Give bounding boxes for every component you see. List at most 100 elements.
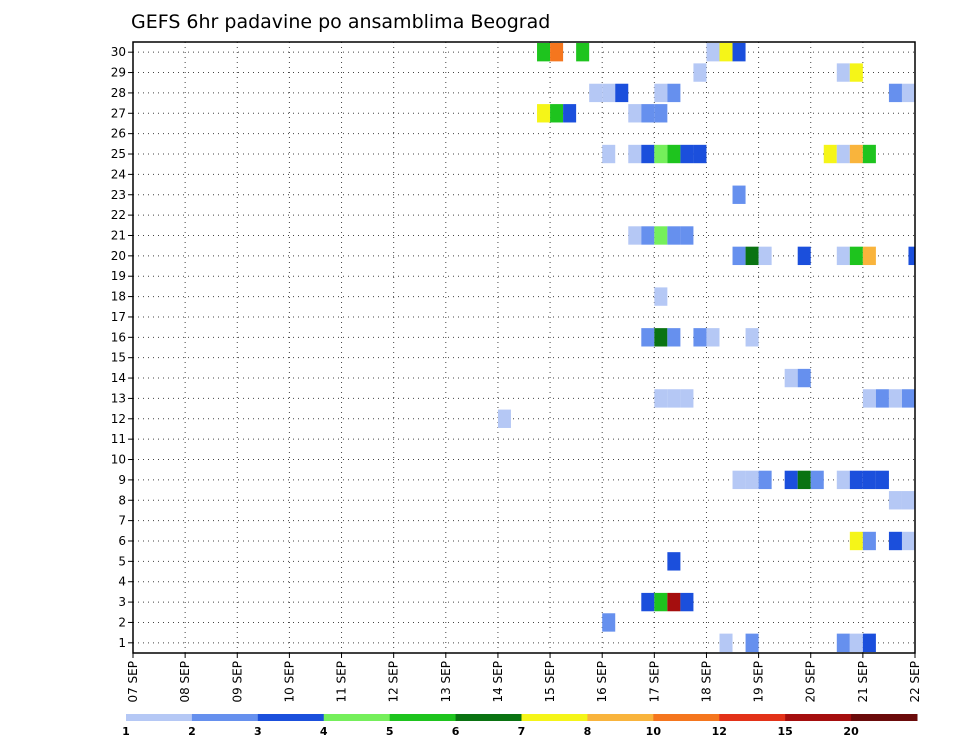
precip-cell [576,43,590,62]
precip-cell [797,246,811,266]
y-tick-label: 20 [111,249,126,263]
precip-cell [745,328,759,347]
colorbar-swatch [653,714,720,721]
y-tick-label: 6 [118,534,126,548]
precip-cell [563,104,577,123]
precip-cell [888,531,902,551]
precip-cell [641,592,655,612]
precip-cell [497,409,511,428]
colorbar-swatch [126,714,193,721]
precip-cell [732,185,746,204]
precip-cell [849,246,863,266]
ensemble-cells [497,43,915,652]
precip-cell [849,470,863,490]
x-tick-label: 12 SEP [387,661,401,703]
precip-cell [667,592,681,612]
precip-cell [862,531,876,551]
grid [133,42,915,653]
precip-cell [667,226,681,245]
x-tick-label: 10 SEP [282,661,296,703]
y-tick-label: 24 [111,167,126,181]
precip-cell [849,633,863,652]
y-tick-label: 4 [118,575,126,589]
y-tick-label: 16 [111,330,126,344]
x-tick-label: 08 SEP [178,661,192,703]
colorbar-swatch [389,714,457,721]
precip-cell [732,470,746,490]
y-tick-label: 3 [118,595,126,609]
precip-cell [862,470,876,490]
x-tick-label: 09 SEP [230,661,244,703]
precip-cell [849,63,863,82]
precip-cell [615,83,629,103]
precip-cell [693,144,707,164]
precip-cell [849,531,863,551]
y-tick-label: 1 [118,636,126,650]
precip-cell [862,389,876,408]
colorbar-label: 2 [188,725,196,738]
precip-cell [550,43,564,62]
x-tick-label: 21 SEP [856,661,870,703]
precip-cell [628,226,642,245]
y-tick-label: 25 [111,147,126,161]
y-tick-label: 30 [111,45,126,59]
precip-cell [836,470,850,490]
precip-cell [888,389,902,408]
precip-cell [537,104,551,123]
precip-cell [758,470,772,490]
precip-cell [849,144,863,164]
precip-cell [667,389,681,408]
precip-cell [784,368,798,388]
y-tick-label: 21 [111,228,126,242]
colorbar-label: 6 [452,725,460,738]
precip-cell [888,83,902,103]
precip-cell [862,144,876,164]
precip-cell [823,144,837,164]
y-tick-label: 14 [111,371,126,385]
y-tick-label: 26 [111,127,126,141]
precip-cell [654,287,668,306]
y-tick-label: 5 [118,554,126,568]
precip-cell [797,368,811,388]
precip-cell [901,531,915,551]
x-tick-label: 17 SEP [647,661,661,703]
precip-cell [875,470,889,490]
x-tick-label: 15 SEP [543,661,557,703]
precip-cell [719,633,733,652]
precip-cell [667,328,681,347]
precip-cell [810,470,824,490]
precip-cell [862,246,876,266]
precip-cell [641,144,655,164]
precip-cell [680,144,694,164]
y-tick-label: 28 [111,86,126,100]
precip-cell [693,328,707,347]
x-tick-label: 14 SEP [491,661,505,703]
precip-cell [758,246,772,266]
colorbar-label: 15 [778,725,793,738]
colorbar-swatch [719,714,786,721]
x-tick-label: 19 SEP [752,661,766,703]
precip-cell [550,104,564,123]
precip-cell [901,83,915,103]
precip-cell [628,144,642,164]
precip-cell [908,246,915,266]
precip-cell [667,83,681,103]
colorbar-label: 10 [646,725,662,738]
precip-cell [680,226,694,245]
y-tick-label: 27 [111,106,126,120]
precip-cell [797,470,811,490]
colorbar-label: 20 [843,725,859,738]
y-tick-label: 11 [111,432,126,446]
precip-cell [901,491,915,510]
colorbar-swatch [323,714,391,721]
precip-cell [875,389,889,408]
x-tick-label: 13 SEP [439,661,453,703]
precip-cell [836,246,850,266]
y-tick-label: 18 [111,290,126,304]
colorbar-swatch [521,714,588,721]
precip-cell [654,328,668,347]
y-tick-label: 12 [111,412,126,426]
colorbar-label: 8 [584,725,592,738]
precip-cell [888,491,902,510]
